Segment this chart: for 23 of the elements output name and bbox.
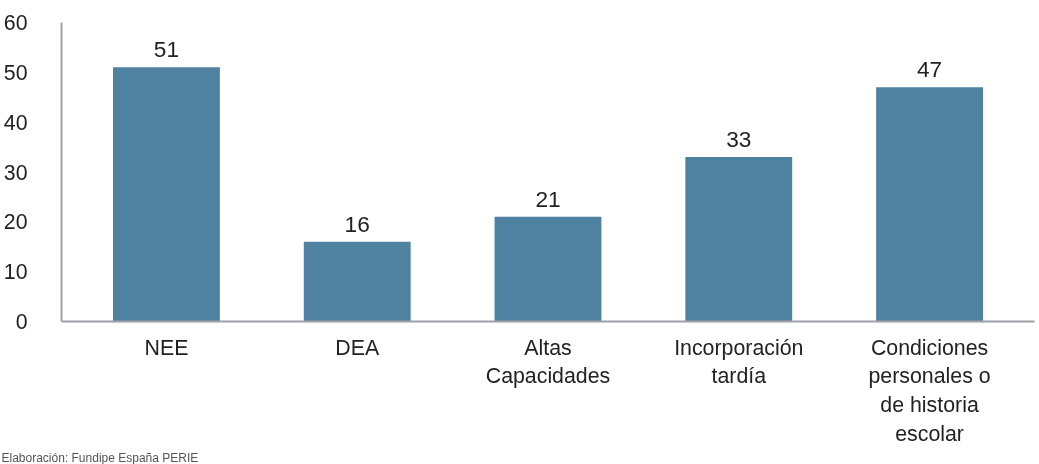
- bar: [303, 241, 411, 322]
- y-tick-label: 40: [3, 110, 28, 135]
- data-label: 33: [726, 126, 752, 153]
- y-tick-label: 60: [3, 11, 28, 35]
- x-tick-label: Altas Capacidades: [485, 335, 611, 389]
- y-tick-label: 10: [3, 260, 28, 285]
- y-tick-label: 50: [3, 60, 28, 85]
- x-tick-label: NEE: [144, 335, 189, 360]
- data-label: 16: [344, 210, 370, 237]
- x-tick-label: DEA: [335, 335, 380, 360]
- y-tick-label: 30: [3, 160, 28, 185]
- bar: [494, 216, 602, 322]
- data-label: 51: [153, 36, 180, 63]
- x-tick-label: Condiciones personales o de historia escolar: [868, 335, 991, 446]
- y-tick-label: 0: [15, 310, 28, 334]
- data-label: 47: [916, 56, 943, 83]
- y-tick-label: 20: [3, 210, 28, 235]
- bar: [876, 87, 983, 322]
- data-label: 21: [535, 185, 561, 212]
- bar: [113, 67, 220, 322]
- bar: [685, 157, 793, 322]
- text: Elaboración: Fundipe España PERIE: [1, 450, 199, 464]
- x-tick-label: Incorporación tardía: [674, 335, 804, 389]
